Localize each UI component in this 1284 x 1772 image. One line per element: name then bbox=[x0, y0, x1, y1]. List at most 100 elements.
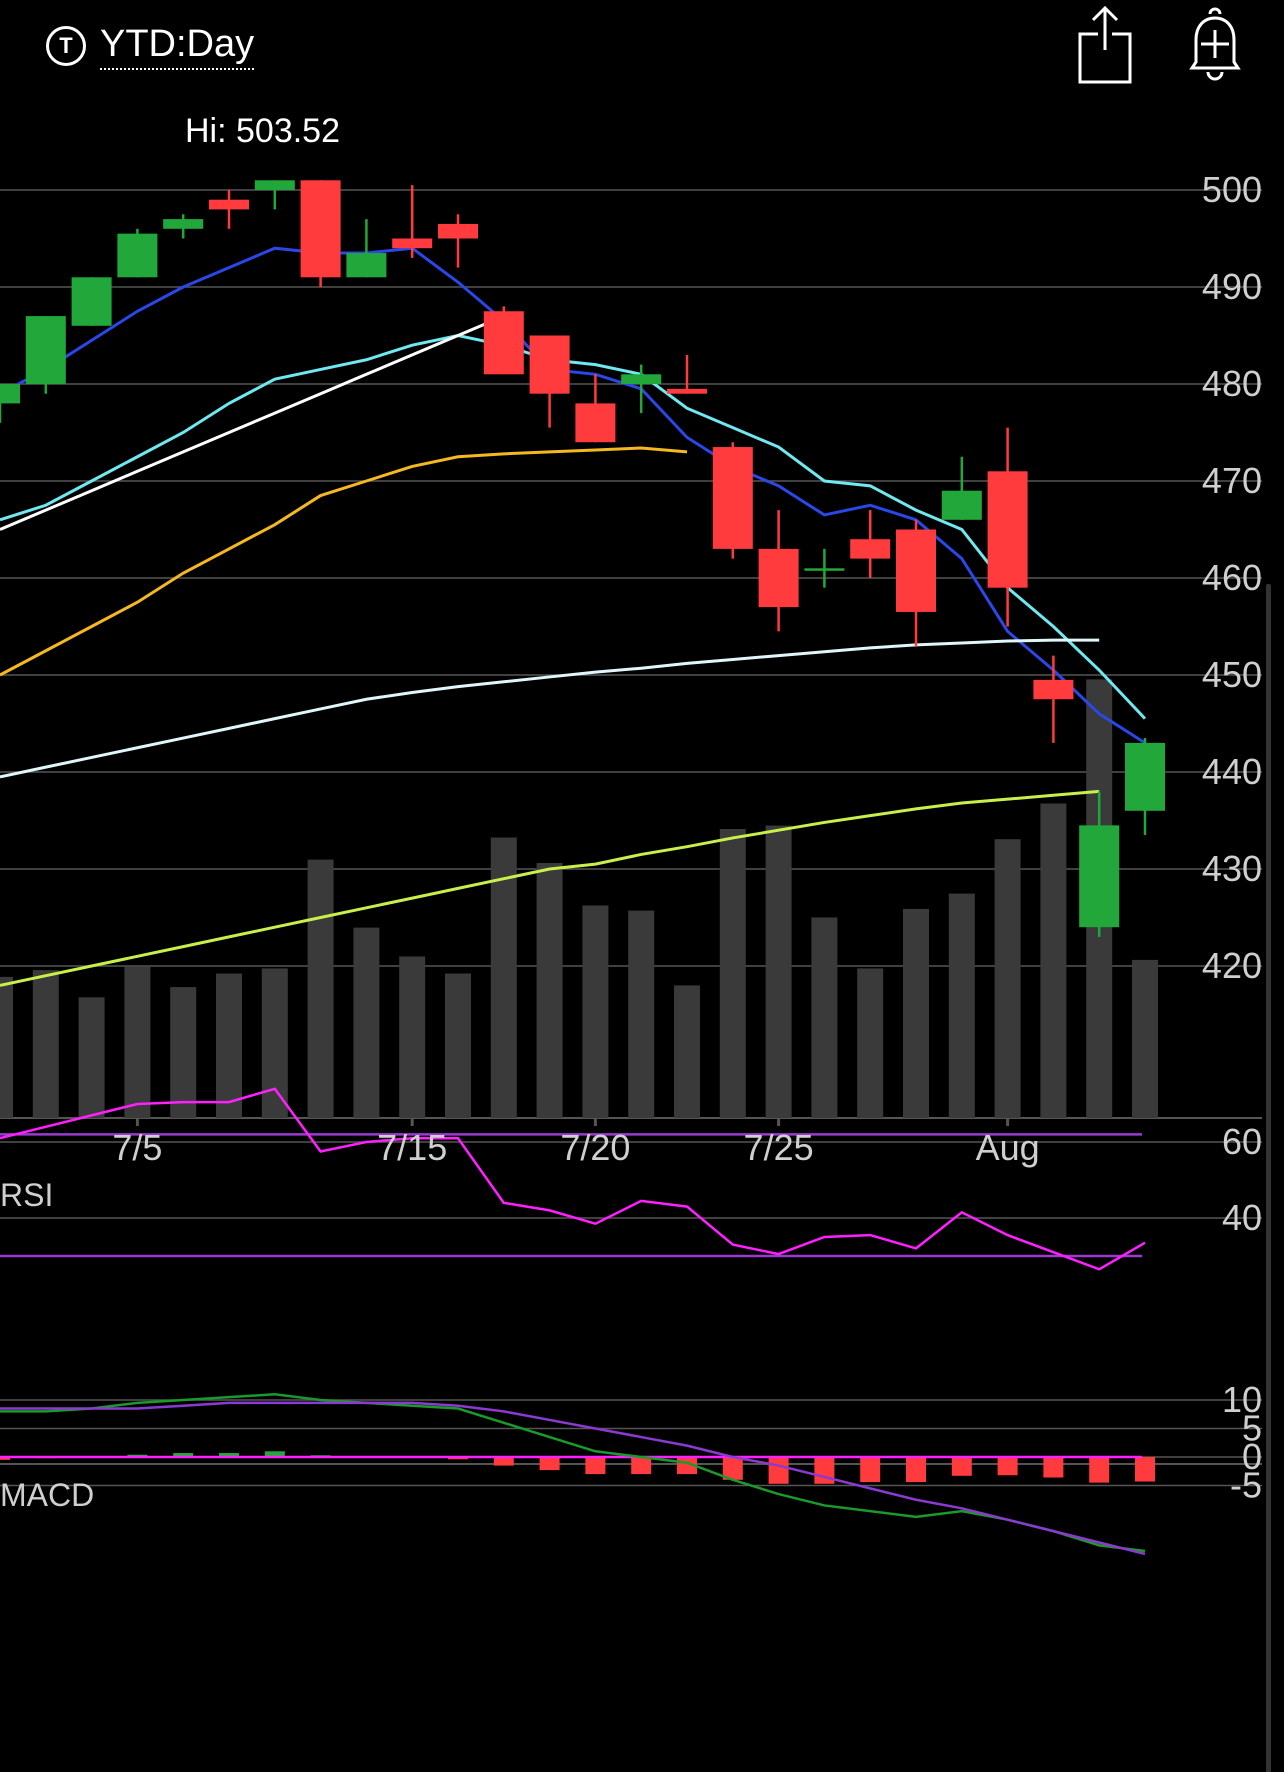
moving-average-line bbox=[0, 314, 505, 531]
x-tick-label: 7/15 bbox=[377, 1127, 447, 1168]
macd-histogram-bar bbox=[1135, 1457, 1155, 1482]
volume-bar bbox=[216, 973, 242, 1118]
hi-label: Hi: 503.52 bbox=[185, 112, 340, 150]
macd-histogram-bar bbox=[951, 1457, 972, 1476]
price-tick-label: 460 bbox=[1202, 557, 1262, 598]
macd-tick-label: -5 bbox=[1230, 1465, 1262, 1506]
candle-body[interactable] bbox=[987, 471, 1028, 588]
moving-average-line bbox=[0, 789, 1100, 987]
price-tick-label: 420 bbox=[1202, 945, 1262, 986]
candle-body[interactable] bbox=[1079, 825, 1120, 928]
price-tick-label: 430 bbox=[1202, 848, 1262, 889]
candle-body[interactable] bbox=[667, 388, 707, 394]
volume-bar bbox=[0, 976, 13, 1118]
candle-body[interactable] bbox=[1125, 742, 1165, 811]
rsi-line bbox=[0, 1087, 1146, 1271]
macd-histogram-bar bbox=[173, 1453, 194, 1457]
candle-body[interactable] bbox=[758, 548, 799, 608]
rsi-title: RSI bbox=[0, 1177, 53, 1213]
rsi-tick-label: 40 bbox=[1222, 1197, 1262, 1238]
candle-body[interactable] bbox=[529, 335, 570, 394]
candle-body[interactable] bbox=[896, 529, 936, 612]
volume-bar bbox=[170, 987, 197, 1118]
x-tick-label: 7/20 bbox=[560, 1127, 630, 1168]
rsi-tick-label: 60 bbox=[1222, 1121, 1262, 1162]
volume-bar bbox=[536, 863, 563, 1118]
macd-title: MACD bbox=[0, 1477, 94, 1513]
macd-histogram-bar bbox=[768, 1457, 789, 1484]
macd-histogram-bar bbox=[539, 1457, 560, 1471]
top-bar: T YTD:Day bbox=[0, 0, 1284, 90]
volume-bar bbox=[353, 927, 380, 1118]
price-tick-label: 500 bbox=[1202, 169, 1262, 210]
period-label[interactable]: YTD:Day bbox=[100, 23, 255, 70]
macd-histogram-bar bbox=[493, 1457, 514, 1466]
price-tick-label: 450 bbox=[1202, 654, 1262, 695]
price-tick-label: 470 bbox=[1202, 460, 1262, 501]
candle-body[interactable] bbox=[621, 374, 662, 384]
volume-bar bbox=[307, 859, 334, 1118]
volume-bar bbox=[994, 839, 1021, 1118]
share-icon[interactable] bbox=[1074, 4, 1136, 91]
candle-body[interactable] bbox=[0, 384, 20, 404]
moving-average-line bbox=[0, 446, 688, 677]
candle-body[interactable] bbox=[438, 223, 478, 239]
volume-bar bbox=[32, 970, 59, 1118]
candle-body[interactable] bbox=[163, 219, 204, 229]
volume-bar bbox=[719, 829, 746, 1118]
macd-histogram-bar bbox=[906, 1457, 926, 1483]
volume-bar bbox=[811, 917, 838, 1118]
macd-histogram-bar bbox=[997, 1457, 1018, 1476]
x-tick-label: Aug bbox=[976, 1127, 1040, 1168]
candle-body[interactable] bbox=[71, 277, 112, 326]
t-logo-icon: T bbox=[46, 26, 86, 66]
candle-body[interactable] bbox=[483, 311, 524, 375]
macd-line bbox=[0, 1393, 1146, 1553]
candle-body[interactable] bbox=[941, 490, 982, 520]
volume-bar bbox=[582, 905, 609, 1118]
candle-body[interactable] bbox=[117, 233, 158, 278]
volume-bar bbox=[445, 973, 471, 1118]
volume-bar bbox=[903, 908, 929, 1118]
macd-histogram-bar bbox=[722, 1457, 743, 1480]
candle-body[interactable] bbox=[25, 316, 66, 384]
macd-histogram-bar bbox=[1043, 1457, 1064, 1478]
candle-body[interactable] bbox=[712, 447, 753, 549]
price-tick-label: 490 bbox=[1202, 266, 1262, 307]
candle-body[interactable] bbox=[346, 253, 387, 278]
price-tick-label: 480 bbox=[1202, 363, 1262, 404]
volume-bar bbox=[261, 968, 288, 1118]
macd-signal-line bbox=[0, 1401, 1146, 1556]
volume-bar bbox=[124, 966, 151, 1118]
candle-body[interactable] bbox=[850, 539, 891, 559]
candle-body[interactable] bbox=[1033, 679, 1074, 700]
macd-histogram-bar bbox=[631, 1457, 652, 1475]
add-alert-bell-icon[interactable] bbox=[1180, 4, 1250, 93]
candle-body[interactable] bbox=[300, 180, 341, 278]
macd-tick-label: 0 bbox=[1242, 1436, 1262, 1477]
volume-bar bbox=[765, 825, 792, 1118]
macd-histogram-bar bbox=[264, 1451, 285, 1457]
volume-bar bbox=[1040, 803, 1067, 1118]
moving-average-line bbox=[0, 333, 1147, 720]
volume-bar bbox=[948, 893, 975, 1118]
candle-body[interactable] bbox=[804, 568, 845, 571]
candle-body[interactable] bbox=[575, 403, 616, 443]
volume-bar bbox=[1132, 959, 1158, 1118]
x-tick-label: 7/25 bbox=[744, 1127, 814, 1168]
candle-body[interactable] bbox=[254, 180, 295, 190]
x-tick-label: 7/5 bbox=[112, 1127, 162, 1168]
price-tick-label: 440 bbox=[1202, 751, 1262, 792]
macd-histogram-bar bbox=[219, 1453, 239, 1457]
period-selector-button[interactable]: T YTD:Day bbox=[46, 18, 255, 74]
moving-average-line bbox=[0, 638, 1100, 779]
macd-histogram-bar bbox=[585, 1457, 606, 1475]
macd-histogram-bar bbox=[860, 1457, 881, 1483]
volume-bar bbox=[674, 985, 700, 1118]
volume-bar bbox=[399, 956, 426, 1118]
candle-body[interactable] bbox=[209, 199, 249, 210]
volume-bar bbox=[490, 837, 517, 1118]
candle-body[interactable] bbox=[392, 238, 433, 249]
vertical-scrollbar[interactable] bbox=[1266, 584, 1271, 1772]
